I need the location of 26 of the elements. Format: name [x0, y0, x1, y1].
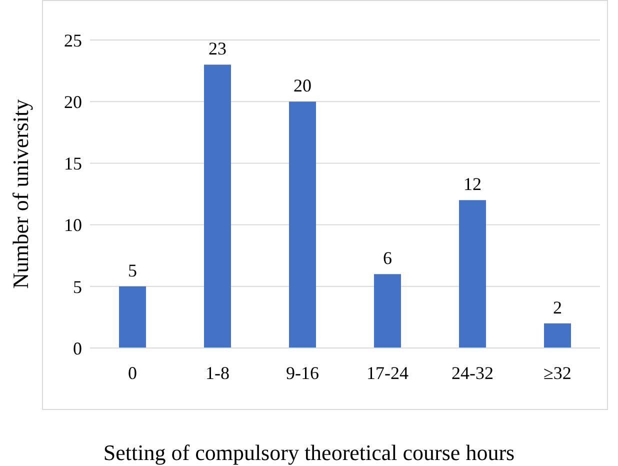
bar: [119, 286, 146, 348]
x-tick-label: 0: [128, 362, 137, 383]
x-axis-title: Setting of compulsory theoretical course hours: [102, 440, 516, 466]
y-tick-label: 10: [64, 215, 82, 236]
bar: [459, 200, 486, 348]
x-tick-label: ≥32: [544, 362, 572, 383]
y-tick-label: 0: [73, 338, 82, 358]
data-label: 20: [294, 76, 312, 96]
bar: [289, 102, 316, 348]
data-label: 12: [464, 174, 482, 194]
y-tick-label: 25: [64, 30, 82, 50]
data-label: 5: [128, 260, 137, 280]
bar: [544, 323, 571, 348]
bar: [204, 64, 231, 348]
y-tick-label: 15: [64, 154, 82, 174]
data-label: 23: [208, 38, 226, 59]
bar: [374, 274, 401, 348]
y-tick-label: 20: [64, 92, 82, 112]
x-tick-label: 17-24: [366, 362, 408, 383]
data-label: 6: [383, 248, 392, 268]
y-tick-label: 5: [73, 276, 82, 297]
x-tick-label: 1-8: [206, 362, 230, 383]
x-tick-label: 9-16: [286, 362, 319, 383]
y-axis-title: Number of university: [8, 99, 33, 289]
data-label: 2: [553, 297, 562, 318]
x-tick-label: 24-32: [452, 362, 494, 383]
